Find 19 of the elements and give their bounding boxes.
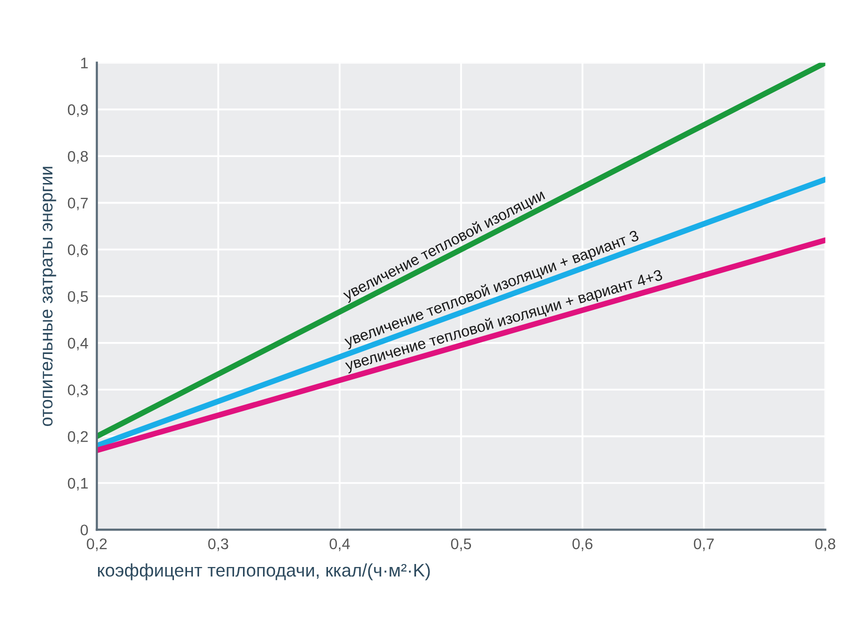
y-tick-label: 0,2 [68,431,88,444]
y-tick-label: 0,5 [68,291,88,304]
y-tick-label: 0,4 [68,338,88,350]
y-tick-label: 0 [80,524,88,536]
x-tick-label: 0,4 [330,538,350,552]
y-tick-label: 1 [81,58,88,68]
y-axis-title: отопительные затраты энергии [42,166,56,426]
y-tick-label: 0,7 [68,198,88,210]
x-tick-label: 0,3 [208,538,228,552]
y-tick-label: 0,8 [68,150,88,164]
x-tick-label: 0,6 [572,538,592,552]
y-tick-label: 0,9 [68,104,88,117]
x-axis-title: коэффицент теплоподачи, ккал/(ч·м²·K) [98,563,430,580]
y-tick-label: 0,1 [68,478,88,491]
x-tick-label: 0,5 [451,538,472,552]
y-tick-label: 0,3 [68,384,88,398]
x-tick-label: 0,8 [815,538,836,552]
y-tick-label: 0,6 [68,244,88,258]
x-tick-label: 0,7 [694,538,714,552]
